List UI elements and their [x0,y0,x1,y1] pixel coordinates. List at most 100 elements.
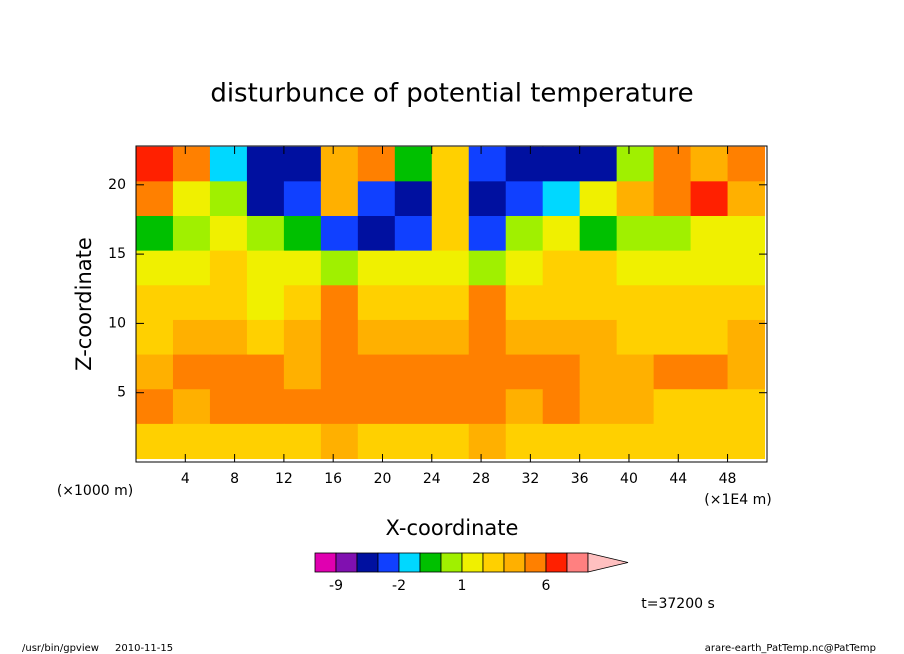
colorbar-segment [314,552,337,573]
field-cell [468,423,507,460]
field-cell [357,285,396,321]
field-cell [690,423,729,460]
field-cell [357,319,396,356]
field-cell [431,215,470,252]
field-cell [505,319,544,356]
field-cell [172,389,211,425]
field-cell [431,250,470,286]
footer-date: 2010-11-15 [115,643,173,654]
field-cell [579,285,618,321]
field-cell [283,354,322,390]
field-cell [468,354,507,390]
colorbar-segment [356,552,379,573]
x-tick-label: 24 [423,471,441,487]
field-cell [136,285,174,321]
field-cell [357,354,396,390]
field-cell [394,319,433,356]
colorbar-segment [440,552,463,573]
field-cell [394,250,433,286]
colorbar-segment [566,552,589,573]
field-cell [172,354,211,390]
field-cell [320,285,359,321]
field-cell [136,250,174,286]
field-cell [209,423,248,460]
field-cell [320,354,359,390]
field-cell [394,423,433,460]
field-cell [727,285,766,321]
field-cell [690,250,729,286]
footer-program: /usr/bin/gpview [22,643,99,654]
field-cell [727,181,766,217]
field-cell [246,250,285,286]
field-cell [542,215,581,252]
field-cell [616,146,655,182]
field-cell [431,354,470,390]
field-cell [209,354,248,390]
field-cell [727,423,766,460]
field-cell [136,354,174,390]
field-cell [283,319,322,356]
footer-file: arare-earth_PatTemp.nc@PatTemp [705,643,876,654]
field-cell [246,285,285,321]
field-cell [505,181,544,217]
field-cell [246,319,285,356]
field-cell [616,181,655,217]
field-cell [394,285,433,321]
field-cell [209,250,248,286]
field-cell [505,389,544,425]
field-cell [136,215,174,252]
field-cell [394,215,433,252]
field [136,146,766,460]
field-cell [653,285,692,321]
field-cell [727,389,766,425]
field-cell [320,423,359,460]
field-cell [468,250,507,286]
colorbar-extension [587,552,629,573]
x-tick-label: 36 [571,471,589,487]
field-cell [653,250,692,286]
field-cell [357,423,396,460]
field-cell [579,215,618,252]
x-tick-label: 44 [669,471,687,487]
field-cell [653,215,692,252]
field-cell [690,181,729,217]
y-axis-label: Z-coordinate [72,237,96,371]
field-cell [283,215,322,252]
field-cell [283,389,322,425]
field-cell [690,146,729,182]
field-cell [505,250,544,286]
x-tick-label: 12 [275,471,293,487]
field-cell [431,146,470,182]
field-cell [542,354,581,390]
field-cell [394,354,433,390]
field-cell [727,215,766,252]
x-unit-left: (×1000 m) [57,483,133,499]
field-cell [172,215,211,252]
y-tick-label: 10 [108,315,126,331]
field-cell [136,389,174,425]
field-cell [246,215,285,252]
field-cell [579,423,618,460]
y-tick-label: 20 [108,177,126,193]
colorbar-tick-label: -9 [329,578,343,594]
field-cell [616,285,655,321]
field-cell [579,389,618,425]
field-cell [209,181,248,217]
field-cell [690,285,729,321]
colorbar-segment [335,552,358,573]
x-tick-label: 40 [620,471,638,487]
field-cell [172,250,211,286]
field-cell [727,319,766,356]
colorbar-segment [461,552,484,573]
field-cell [283,181,322,217]
field-cell [136,181,174,217]
field-cell [394,389,433,425]
field-cell [246,389,285,425]
field-cell [136,146,174,182]
y-tick-label: 5 [117,385,126,401]
field-cell [690,215,729,252]
field-cell [468,389,507,425]
colorbar-segment [545,552,568,573]
colorbar-segment [482,552,505,573]
field-cell [320,319,359,356]
